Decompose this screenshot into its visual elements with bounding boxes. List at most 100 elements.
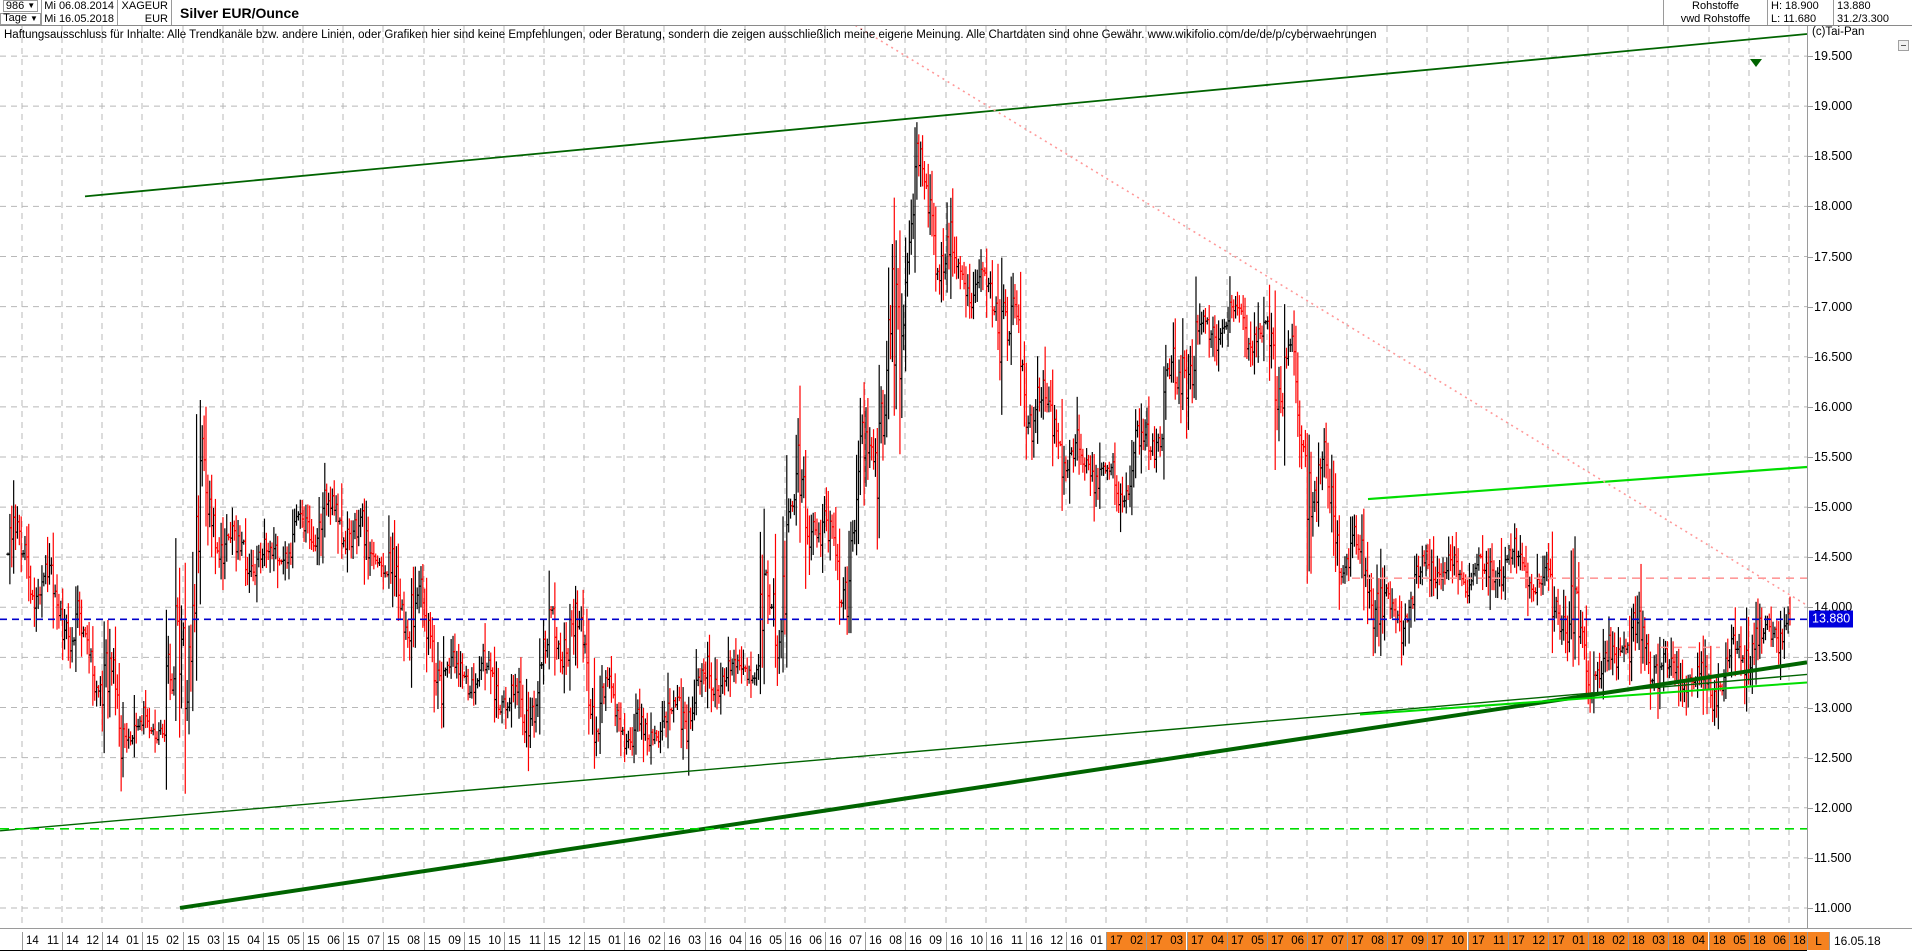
tick-year: 15	[347, 935, 360, 947]
ohlc-bar	[436, 642, 440, 710]
time-tick-04-17[interactable]: 17 05	[1227, 932, 1267, 950]
ohlc-bar	[1618, 637, 1622, 657]
ohlc-bar	[649, 712, 653, 765]
ohlc-bar	[981, 261, 985, 291]
time-tick-10-15[interactable]: 15 11	[504, 932, 544, 950]
ohlc-bar	[1401, 620, 1406, 656]
time-tick-03-17[interactable]: 17 04	[1187, 932, 1227, 950]
time-tick-12-17[interactable]: 17 01	[1548, 932, 1588, 950]
time-tick-01-15[interactable]: 15 02	[142, 932, 182, 950]
time-tick-04-15[interactable]: 15 05	[263, 932, 303, 950]
time-tick-06-15[interactable]: 15 07	[343, 932, 383, 950]
time-tick-06-16[interactable]: 16 07	[825, 932, 865, 950]
ohlc-bar	[1533, 587, 1538, 595]
time-tick-08-15[interactable]: 15 09	[424, 932, 464, 950]
time-tick-02-15[interactable]: 15 03	[183, 932, 223, 950]
date-range-cell[interactable]: Mi 06.08.2014 Mi 16.05.2018	[42, 0, 118, 25]
ohlc-bar	[1150, 433, 1155, 456]
time-tick-05-18[interactable]: 18 06	[1749, 932, 1789, 950]
collapse-icon[interactable]	[1898, 40, 1909, 51]
ohlc-bar	[1441, 557, 1445, 592]
axis-baseline	[0, 950, 1807, 951]
axis-end-marker[interactable]: L	[1807, 932, 1829, 950]
bright-green-rising-support[interactable]	[1359, 681, 1807, 716]
time-tick-05-15[interactable]: 15 06	[303, 932, 343, 950]
time-tick-11-15[interactable]: 15 12	[544, 932, 584, 950]
bright-green-resistance-line[interactable]	[1367, 465, 1807, 501]
ohlc-bar	[671, 690, 676, 723]
ohlc-bar	[1409, 591, 1413, 628]
price-axis[interactable]: (c)Tai-Pan 19.500 19.000 18.500 18.000 17.50…	[1807, 26, 1912, 928]
time-tick-04-16[interactable]: 16 05	[745, 932, 785, 950]
tick-month-next: 12	[568, 935, 581, 947]
time-tick-09-15[interactable]: 15 10	[464, 932, 504, 950]
time-tick-06-18[interactable]: 18	[1789, 932, 1829, 950]
price-tick-label: 16.500	[1808, 350, 1852, 364]
time-tick-10-14[interactable]: 14 11	[22, 932, 62, 950]
ohlc-bar	[1565, 615, 1570, 662]
time-tick-05-17[interactable]: 17 06	[1267, 932, 1307, 950]
ohlc-bar	[277, 557, 282, 566]
annotations-layer[interactable]	[0, 26, 1807, 910]
period-unit-dropdown[interactable]: Tage ▼	[0, 12, 41, 25]
time-tick-12-14[interactable]: 14 01	[102, 932, 142, 950]
ohlc-bar	[430, 617, 434, 663]
tick-year: 15	[468, 935, 481, 947]
upper-trend-channel-line[interactable]	[84, 33, 1807, 198]
time-tick-02-16[interactable]: 16 03	[664, 932, 704, 950]
time-tick-01-17[interactable]: 17 02	[1106, 932, 1146, 950]
ohlc-bar	[438, 660, 442, 682]
time-tick-07-15[interactable]: 15 08	[383, 932, 423, 950]
time-tick-11-17[interactable]: 17 12	[1508, 932, 1548, 950]
symbol-cell[interactable]: XAGEUR EUR	[118, 0, 172, 25]
time-tick-10-16[interactable]: 16 11	[986, 932, 1026, 950]
time-tick-02-17[interactable]: 17 03	[1146, 932, 1186, 950]
time-tick-11-16[interactable]: 16 12	[1026, 932, 1066, 950]
time-tick-12-15[interactable]: 15 01	[584, 932, 624, 950]
time-tick-05-16[interactable]: 16 06	[785, 932, 825, 950]
lower-trend-support-thin[interactable]	[0, 673, 1807, 832]
time-tick-07-16[interactable]: 16 08	[865, 932, 905, 950]
time-tick-11-14[interactable]: 14 12	[62, 932, 102, 950]
ohlc-bar	[954, 236, 959, 280]
ohlc-bar	[464, 665, 468, 684]
chart-plot-area[interactable]	[0, 26, 1807, 928]
ohlc-bar	[1354, 515, 1358, 555]
time-tick-07-17[interactable]: 17 08	[1347, 932, 1387, 950]
ohlc-bar	[1475, 553, 1479, 585]
time-tick-08-17[interactable]: 17 09	[1387, 932, 1427, 950]
time-tick-08-16[interactable]: 16 09	[905, 932, 945, 950]
time-axis[interactable]: 14 11 14 12 14 01 15 02 15 03 15 04 15 05 15 06 15 07 15 08…	[0, 928, 1912, 952]
time-tick-03-15[interactable]: 15 04	[223, 932, 263, 950]
ohlc-bar	[406, 619, 410, 648]
ohlc-bar	[1446, 536, 1451, 581]
time-tick-01-16[interactable]: 16 02	[624, 932, 664, 950]
ohlc-bar	[751, 675, 755, 684]
tick-month-next: 08	[889, 935, 902, 947]
lower-trend-support-thick[interactable]	[179, 660, 1807, 910]
ohlc-bar	[1399, 601, 1404, 666]
time-tick-10-17[interactable]: 17 11	[1468, 932, 1508, 950]
ohlc-bar	[526, 691, 531, 772]
time-tick-06-17[interactable]: 17 07	[1307, 932, 1347, 950]
time-tick-09-17[interactable]: 17 10	[1427, 932, 1467, 950]
ohlc-bar	[296, 511, 301, 521]
time-tick-03-18[interactable]: 18 04	[1668, 932, 1708, 950]
ohlc-bar	[28, 565, 33, 604]
ohlc-bar	[1130, 440, 1134, 516]
ohlc-bar	[204, 406, 208, 527]
time-tick-09-16[interactable]: 16 10	[946, 932, 986, 950]
time-tick-03-16[interactable]: 16 04	[705, 932, 745, 950]
time-tick-04-18[interactable]: 18 05	[1709, 932, 1749, 950]
red-descending-resistance[interactable]	[840, 26, 1807, 606]
ohlc-bar	[1752, 622, 1756, 666]
period-count-dropdown[interactable]: 986 ▼	[2, 0, 39, 13]
price-chart-canvas[interactable]	[0, 26, 1807, 928]
period-high: H: 18.900	[1771, 0, 1819, 13]
time-tick-02-18[interactable]: 18 03	[1628, 932, 1668, 950]
ohlc-bar	[679, 678, 683, 749]
ohlc-bar	[1375, 564, 1379, 637]
time-tick-01-18[interactable]: 18 02	[1588, 932, 1628, 950]
time-tick-12-16[interactable]: 16 01	[1066, 932, 1106, 950]
